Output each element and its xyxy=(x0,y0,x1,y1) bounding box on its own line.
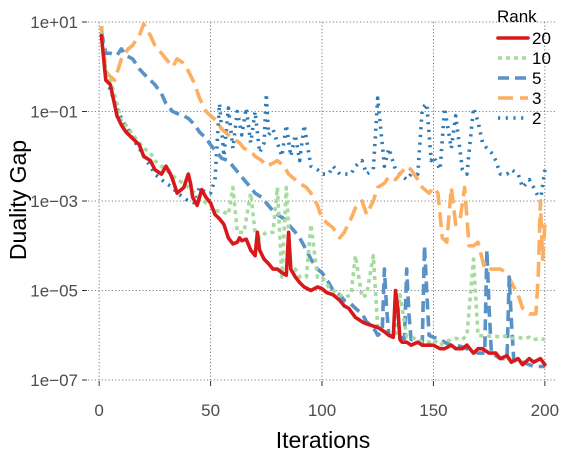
plot-series xyxy=(99,22,547,369)
y-tick-label: 1e−05 xyxy=(30,282,78,301)
legend-label-rank-2: 2 xyxy=(532,109,541,128)
axis-tick-labels: 1e−07 1e−05 1e−03 1e−01 1e+01 0 50 100 150 200 xyxy=(30,13,559,420)
legend-label-rank-20: 20 xyxy=(532,29,551,48)
series-line-rank-10 xyxy=(99,31,546,348)
y-tick-label: 1e−03 xyxy=(30,192,78,211)
y-tick-label: 1e−07 xyxy=(30,371,78,390)
x-axis-title: Iterations xyxy=(276,427,371,453)
y-tick-label: 1e+01 xyxy=(30,13,78,32)
x-tick-label: 0 xyxy=(94,401,103,420)
x-tick-label: 50 xyxy=(201,401,220,420)
x-tick-label: 100 xyxy=(308,401,336,420)
legend-label-rank-10: 10 xyxy=(532,49,551,68)
legend-label-rank-3: 3 xyxy=(532,89,541,108)
y-tick-label: 1e−01 xyxy=(30,103,78,122)
x-tick-label: 150 xyxy=(419,401,447,420)
y-axis-title: Duality Gap xyxy=(5,140,31,260)
series-line-rank-20 xyxy=(99,33,547,367)
legend-title: Rank xyxy=(497,7,537,26)
axis-ticks xyxy=(82,21,546,386)
series-line-rank-3 xyxy=(99,22,547,316)
x-tick-label: 200 xyxy=(531,401,559,420)
series-line-rank-2 xyxy=(99,26,547,205)
legend-label-rank-5: 5 xyxy=(532,69,541,88)
